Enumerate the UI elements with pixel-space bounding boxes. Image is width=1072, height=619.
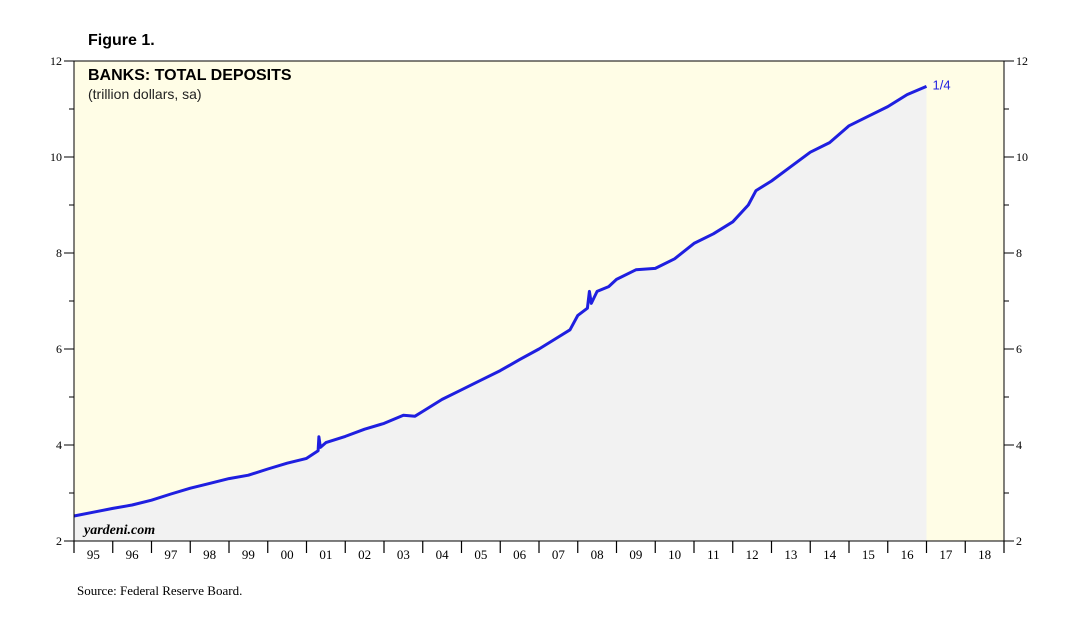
x-tick-label: 16 bbox=[901, 547, 915, 562]
y-tick-label-left: 8 bbox=[56, 246, 62, 260]
x-tick-label: 07 bbox=[552, 547, 566, 562]
y-tick-label-right: 2 bbox=[1016, 534, 1022, 548]
deposits-line bbox=[73, 85, 928, 518]
x-tick-label: 08 bbox=[591, 547, 604, 562]
x-tick-label: 10 bbox=[668, 547, 681, 562]
y-tick-label-left: 12 bbox=[50, 54, 62, 68]
y-tick-label-right: 4 bbox=[1016, 438, 1022, 452]
x-tick-label: 04 bbox=[436, 547, 450, 562]
x-tick-label: 01 bbox=[319, 547, 332, 562]
x-tick-label: 00 bbox=[281, 547, 294, 562]
watermark: yardeni.com bbox=[82, 523, 155, 538]
chart-subtitle: (trillion dollars, sa) bbox=[88, 86, 202, 102]
end-value-label: 1/4 bbox=[933, 77, 951, 92]
x-axis: 95 96 97 98 99 00 01 02 03 04 05 06 07 08 09 10 11 12 13 14… bbox=[73, 541, 1005, 562]
y-tick-label-right: 6 bbox=[1016, 342, 1022, 356]
x-tick-label: 95 bbox=[87, 547, 100, 562]
source-note: Source: Federal Reserve Board. bbox=[77, 583, 243, 598]
deposits-area bbox=[74, 86, 927, 542]
y-tick-label-left: 2 bbox=[56, 534, 62, 548]
y-tick-label-right: 8 bbox=[1016, 246, 1022, 260]
x-tick-label: 99 bbox=[242, 547, 255, 562]
x-tick-label: 97 bbox=[164, 547, 178, 562]
x-tick-label: 02 bbox=[358, 547, 371, 562]
y-tick-label-right: 10 bbox=[1016, 150, 1028, 164]
x-tick-label: 15 bbox=[862, 547, 875, 562]
y-tick-label-left: 10 bbox=[50, 150, 62, 164]
x-tick-label: 13 bbox=[784, 547, 797, 562]
chart-title: BANKS: TOTAL DEPOSITS bbox=[88, 67, 292, 84]
y-tick-label-left: 6 bbox=[56, 342, 62, 356]
y-axis-right: 2 4 6 8 10 12 bbox=[1004, 54, 1028, 548]
x-tick-label: 98 bbox=[203, 547, 216, 562]
y-axis-left: 2 4 6 8 10 12 bbox=[50, 54, 74, 548]
x-tick-label: 14 bbox=[823, 547, 837, 562]
x-tick-label: 05 bbox=[474, 547, 487, 562]
x-tick-label: 06 bbox=[513, 547, 527, 562]
x-tick-label: 18 bbox=[978, 547, 991, 562]
x-tick-label: 96 bbox=[126, 547, 140, 562]
x-tick-label: 17 bbox=[939, 547, 953, 562]
x-tick-label: 09 bbox=[629, 547, 642, 562]
x-tick-label: 11 bbox=[707, 547, 720, 562]
x-tick-label: 03 bbox=[397, 547, 410, 562]
figure-label: Figure 1. bbox=[88, 32, 155, 49]
y-tick-label-left: 4 bbox=[56, 438, 62, 452]
y-tick-label-right: 12 bbox=[1016, 54, 1028, 68]
x-tick-label: 12 bbox=[746, 547, 759, 562]
